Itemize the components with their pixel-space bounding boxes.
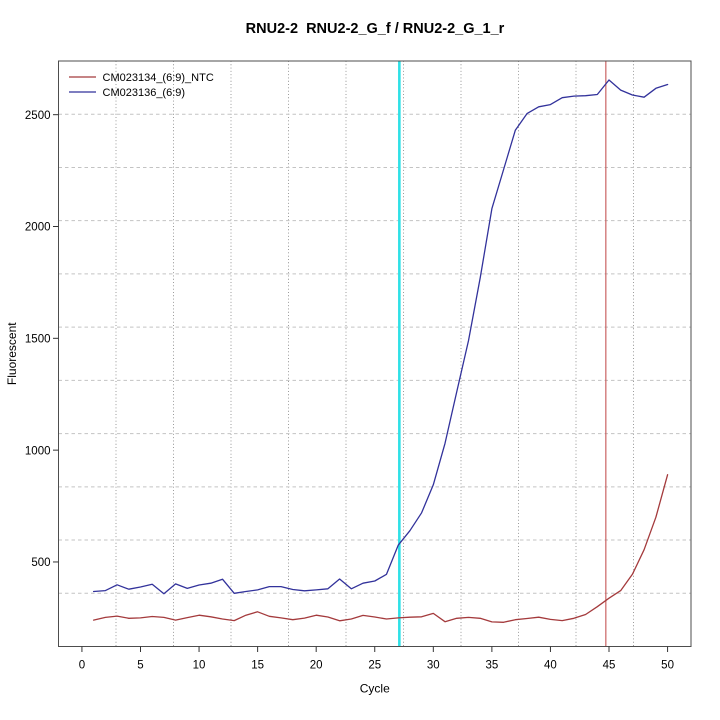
- series-layer: [92, 79, 669, 623]
- y-tick-label: 2500: [25, 110, 51, 122]
- series-line-ntc: [92, 474, 669, 623]
- x-tick-label: 10: [193, 660, 206, 672]
- x-tick-label: 15: [251, 660, 264, 672]
- series-line-sample: [92, 79, 669, 595]
- y-tick-label: 1000: [25, 445, 51, 457]
- y-tick-label: 1500: [25, 334, 51, 346]
- y-tick-label: 500: [31, 557, 50, 569]
- x-tick-label: 25: [368, 660, 381, 672]
- x-tick-label: 35: [485, 660, 498, 672]
- y-axis-label: Fluorescent: [5, 322, 19, 385]
- x-tick-label: 5: [137, 660, 143, 672]
- x-tick-label: 0: [79, 660, 85, 672]
- x-tick-label: 45: [603, 660, 616, 672]
- legend: CM023134_(6:9)_NTC CM023136_(6:9): [69, 72, 214, 99]
- x-tick-label: 20: [310, 660, 323, 672]
- legend-label: CM023136_(6:9): [103, 87, 186, 99]
- x-axis-label: Cycle: [360, 682, 390, 696]
- vertical-marker-layer: [398, 61, 607, 647]
- x-tick-label: 40: [544, 660, 557, 672]
- axis-layer: 0 5 10 15 20 25 30 35 40 45 50 500 1000 1500 2000 2500: [25, 110, 674, 672]
- x-tick-label: 50: [661, 660, 674, 672]
- legend-label: CM023134_(6:9)_NTC: [103, 72, 214, 84]
- chart-title: RNU2-2 RNU2-2_G_f / RNU2-2_G_1_r: [246, 21, 505, 37]
- x-tick-label: 30: [427, 660, 440, 672]
- y-tick-label: 2000: [25, 222, 51, 234]
